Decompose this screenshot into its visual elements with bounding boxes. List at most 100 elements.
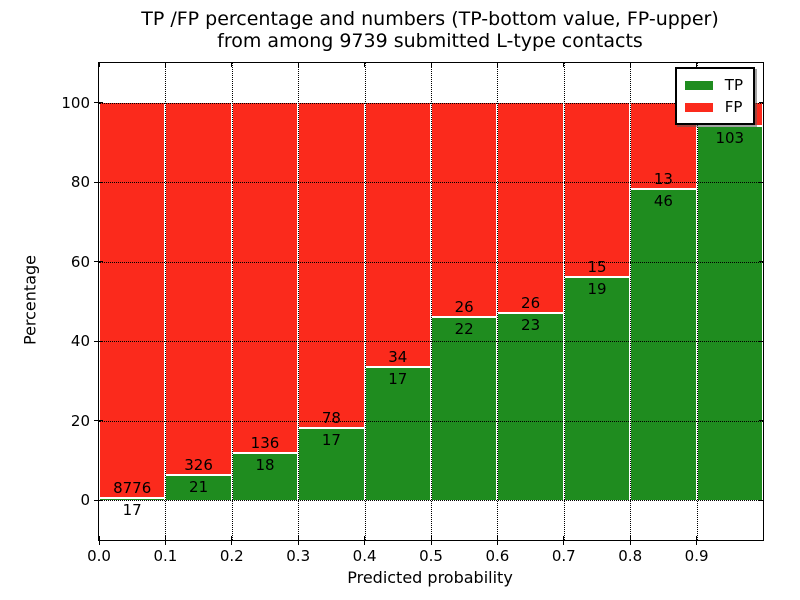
y-tick-label: 80 [70, 173, 90, 192]
x-tick-mark-top [231, 63, 233, 67]
x-tick-mark-top [430, 63, 432, 67]
bar-tp-segment [231, 453, 299, 501]
bar-fp-count-label: 78 [321, 409, 341, 428]
ticks-layer: 0 20 40 60 80 100 0.0 0.1 0.2 0.3 0.4 0.5 0.6 0.7 0.8 0… [61, 63, 763, 565]
gridline-vertical [630, 63, 632, 540]
grid-layer [99, 63, 763, 540]
legend-label-fp: FP [724, 98, 743, 116]
bar-fp-segment [298, 102, 365, 430]
y-tick-mark [94, 261, 103, 263]
x-tick-label: 0.5 [419, 547, 443, 565]
y-axis-label: Percentage [20, 254, 40, 346]
gridline-vertical [165, 63, 167, 540]
x-tick-mark-top [164, 63, 166, 67]
bar-fp-count-label: 13 [653, 170, 673, 189]
x-tick-mark [696, 536, 698, 545]
bar-tp-count-label: 23 [521, 315, 541, 334]
bar-fp-count-label: 26 [521, 293, 541, 312]
gridline-vertical [298, 63, 300, 540]
bar-tp-count-label: 18 [255, 455, 275, 474]
y-tick-mark-right [759, 340, 763, 342]
bar-fp-count-label: 326 [184, 456, 213, 475]
x-tick-label: 0.8 [618, 547, 643, 565]
bar-tp-count-label: 103 [715, 128, 745, 147]
bar-fp-segment [99, 102, 166, 500]
x-tick-label: 0.4 [352, 547, 377, 565]
bar-tp-count-label: 21 [189, 478, 209, 496]
x-tick-mark [430, 536, 432, 545]
bar-tp-segment [431, 318, 498, 501]
x-tick-mark [629, 536, 631, 545]
legend-row-fp: FP [684, 96, 743, 118]
x-tick-label: 0.6 [485, 547, 510, 565]
bar-tp-count-label: 17 [122, 501, 142, 520]
legend-label-tp: TP [724, 76, 743, 94]
x-tick-label: 0.0 [87, 547, 111, 565]
y-tick-mark-right [759, 420, 763, 422]
chart-title: TP /FP percentage and numbers (TP-bottom… [98, 8, 762, 52]
chart-title-line1: TP /FP percentage and numbers (TP-bottom… [141, 8, 719, 30]
bar-annotations-layer: 8776 17 326 21 136 18 78 17 34 17 26 22 26 23 15 19 13 46… [99, 63, 763, 540]
y-tick-label: 20 [70, 411, 90, 430]
y-tick-label: 40 [70, 332, 90, 351]
y-tick-mark [94, 340, 103, 342]
bar-fp-segment [497, 102, 564, 314]
x-tick-mark [364, 536, 366, 545]
x-tick-mark-top [496, 63, 498, 67]
bar-tp-count-label: 46 [653, 192, 673, 211]
y-tick-label: 100 [61, 93, 90, 112]
bar-tp-segment [563, 278, 631, 501]
y-tick-mark-right [759, 181, 763, 183]
x-tick-mark-top [297, 63, 299, 67]
gridline-vertical [364, 63, 366, 540]
x-tick-mark-top [696, 63, 698, 67]
bar-fp-count-label: 34 [388, 347, 408, 366]
y-tick-mark [94, 420, 103, 422]
bar-tp-count-label: 17 [321, 431, 341, 450]
bar-tp-count-label: 19 [587, 280, 607, 299]
bar-fp-count-label: 136 [250, 433, 280, 452]
fp-swatch-icon [684, 102, 713, 112]
y-tick-mark-right [759, 261, 763, 263]
gridline-vertical [431, 63, 432, 540]
x-tick-mark [98, 536, 100, 545]
y-tick-label: 0 [80, 491, 90, 510]
legend: TP FP [674, 67, 755, 125]
x-tick-label: 0.7 [551, 547, 576, 565]
x-tick-mark [231, 536, 233, 545]
gridline-vertical [497, 63, 499, 540]
y-tick-mark [94, 499, 103, 501]
bar-tp-count-label: 22 [454, 320, 474, 339]
tp-swatch-icon [684, 80, 713, 90]
gridline-vertical [696, 63, 698, 540]
bar-fp-segment [364, 102, 431, 368]
y-tick-mark-right [759, 499, 763, 501]
gridline-vertical [563, 63, 565, 540]
chart-title-line2: from among 9739 submitted L-type contact… [217, 30, 643, 52]
bar-tp-segment [630, 190, 697, 501]
x-tick-label: 0.2 [219, 547, 244, 565]
bar-fp-segment [563, 102, 631, 279]
x-tick-mark-top [98, 63, 100, 67]
x-tick-label: 0.1 [153, 547, 178, 565]
x-tick-mark [496, 536, 498, 545]
x-tick-mark [297, 536, 299, 545]
x-axis-label: Predicted probability [347, 568, 513, 587]
x-tick-mark [164, 536, 166, 545]
x-tick-mark [563, 536, 565, 545]
legend-row-tp: TP [684, 74, 743, 96]
bar-fp-count-label: 8776 [113, 479, 152, 498]
bar-fp-count-label: 15 [587, 258, 607, 277]
x-tick-mark-top [629, 63, 631, 67]
x-tick-label: 0.9 [684, 547, 709, 565]
bar-fp-segment [431, 102, 498, 319]
bar-fp-count-label: 26 [454, 298, 474, 317]
y-tick-label: 60 [70, 252, 90, 271]
y-tick-mark [94, 181, 103, 183]
x-tick-mark-top [563, 63, 565, 67]
bar-tp-count-label: 17 [388, 369, 408, 388]
bar-tp-segment [364, 367, 431, 501]
gridline-vertical [231, 63, 233, 540]
x-tick-mark-top [364, 63, 366, 67]
